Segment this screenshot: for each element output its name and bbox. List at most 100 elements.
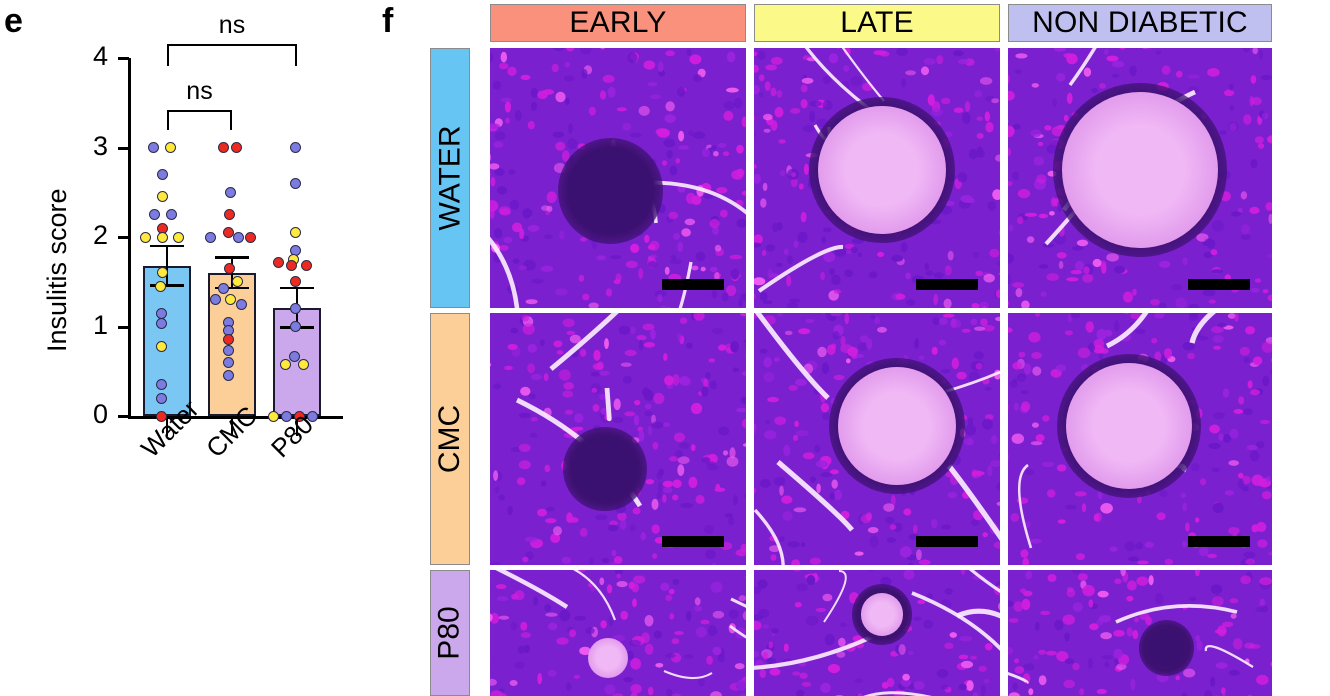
data-point xyxy=(154,280,166,292)
data-point xyxy=(155,392,167,404)
micrograph-cmc-early xyxy=(490,313,746,565)
data-point xyxy=(289,177,301,189)
pancreatic-islet xyxy=(860,592,904,636)
pancreatic-islet xyxy=(1066,363,1193,490)
pancreatic-islet xyxy=(566,147,654,235)
error-cap-upper-water xyxy=(150,244,184,248)
data-point xyxy=(230,142,242,153)
scale-bar xyxy=(1188,536,1250,547)
panel-letter-f: f xyxy=(382,2,394,40)
data-point xyxy=(223,209,235,221)
pancreatic-islet xyxy=(817,106,946,235)
scale-bar xyxy=(916,279,978,290)
y-tick-label-3: 3 xyxy=(92,130,108,161)
data-point xyxy=(222,356,234,368)
data-point xyxy=(204,231,216,243)
data-point xyxy=(155,340,167,352)
bracket-leg-right xyxy=(294,44,297,66)
data-point xyxy=(164,142,176,153)
data-point xyxy=(289,227,301,239)
column-header-late: LATE xyxy=(754,4,1000,42)
y-axis-line xyxy=(128,58,131,419)
data-point xyxy=(244,231,256,243)
data-point xyxy=(156,168,168,180)
row-header-cmc: CMC xyxy=(430,313,470,565)
data-point xyxy=(222,370,234,382)
bracket-leg-left xyxy=(167,44,170,66)
micrograph-p80-late xyxy=(754,570,1000,696)
data-point xyxy=(267,410,279,422)
data-point xyxy=(231,276,243,288)
y-axis-title: Insulitis score xyxy=(42,188,72,352)
x-tick-cmc xyxy=(230,419,234,436)
data-point xyxy=(289,276,301,288)
data-point xyxy=(222,334,234,346)
micrograph-water-non-diabetic xyxy=(1008,48,1272,308)
data-point xyxy=(222,227,234,239)
y-tick-3 xyxy=(118,146,129,150)
micrograph-cmc-late xyxy=(754,313,1000,565)
data-point xyxy=(217,282,229,294)
error-cap-upper-cmc xyxy=(215,256,249,259)
micrograph-p80-early xyxy=(490,570,746,696)
x-axis-line xyxy=(128,416,343,419)
data-point xyxy=(272,256,284,268)
data-point xyxy=(224,294,236,306)
bracket-top xyxy=(167,44,297,47)
column-header-early: EARLY xyxy=(490,4,746,42)
scale-bar xyxy=(662,279,724,290)
micrograph-p80-non-diabetic xyxy=(1008,570,1272,696)
y-tick-4 xyxy=(118,57,129,60)
x-tick-p80 xyxy=(295,419,299,436)
data-point xyxy=(235,298,247,310)
data-point xyxy=(139,231,151,243)
scale-bar xyxy=(916,536,978,547)
x-tick-water xyxy=(165,419,169,436)
pancreatic-islet xyxy=(587,638,628,679)
error-cap-lower-water xyxy=(150,284,184,287)
data-point xyxy=(156,267,168,279)
error-cap-upper-p80 xyxy=(280,286,314,290)
data-point xyxy=(279,359,291,371)
scale-bar xyxy=(662,536,724,547)
y-tick-label-1: 1 xyxy=(92,309,108,340)
data-point xyxy=(155,410,167,422)
y-tick-label-0: 0 xyxy=(92,399,108,429)
tissue-texture xyxy=(1008,570,1272,696)
data-point xyxy=(223,262,235,274)
column-header-non-diabetic: NON DIABETIC xyxy=(1008,4,1272,42)
data-point xyxy=(156,191,168,203)
pancreatic-islet xyxy=(837,367,956,486)
data-point xyxy=(217,142,229,153)
scale-bar xyxy=(1188,279,1250,290)
micrograph-water-early xyxy=(490,48,746,308)
bracket-leg-left xyxy=(167,110,170,130)
y-tick-label-2: 2 xyxy=(92,220,108,250)
data-point xyxy=(289,142,301,153)
micrograph-cmc-non-diabetic xyxy=(1008,313,1272,565)
row-header-water: WATER xyxy=(430,48,470,308)
data-point xyxy=(288,350,300,362)
data-point xyxy=(297,358,309,370)
data-point xyxy=(300,260,312,272)
data-point xyxy=(156,231,168,243)
data-point xyxy=(232,231,244,243)
y-tick-0 xyxy=(118,415,129,418)
significance-label: ns xyxy=(218,11,246,39)
tissue-texture xyxy=(490,570,746,696)
row-header-label: CMC xyxy=(433,404,467,474)
pancreatic-islet xyxy=(1147,629,1186,668)
error-cap-lower-cmc xyxy=(215,286,249,290)
y-tick-label-4: 4 xyxy=(92,41,108,71)
data-point xyxy=(289,321,301,332)
data-point xyxy=(222,345,234,357)
row-header-p80: P80 xyxy=(430,570,470,696)
data-point xyxy=(285,260,297,272)
y-tick-2 xyxy=(118,236,129,239)
data-point xyxy=(148,209,160,221)
pancreatic-islet xyxy=(572,436,638,502)
data-point xyxy=(280,410,292,422)
panel-letter-e: e xyxy=(4,2,23,40)
bracket-leg-right xyxy=(229,110,232,130)
